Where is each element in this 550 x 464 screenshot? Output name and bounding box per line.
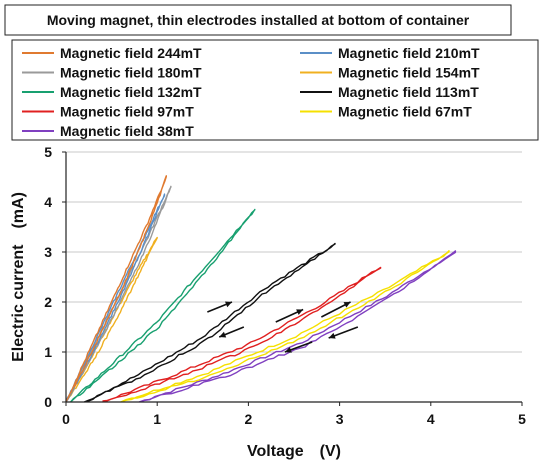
arrow-group — [207, 301, 359, 353]
direction-arrow-head — [284, 346, 292, 353]
legend-box — [11, 39, 539, 141]
y-tick-label: 4 — [44, 194, 52, 210]
x-tick-label: 4 — [427, 411, 435, 427]
direction-arrow-head — [219, 331, 227, 338]
legend-label: Magnetic field 113mT — [338, 84, 479, 100]
legend-label: Magnetic field 210mT — [338, 45, 480, 61]
series-line — [70, 208, 256, 403]
direction-arrow-head — [343, 302, 351, 308]
x-tick-label: 1 — [153, 411, 161, 427]
legend-item: Magnetic field 132mT — [22, 84, 202, 100]
plot-area — [66, 152, 522, 402]
series-line — [120, 250, 450, 403]
x-tick-label: 5 — [518, 411, 526, 427]
series-line — [65, 175, 167, 403]
series-line — [138, 250, 457, 403]
series-line — [65, 193, 166, 403]
x-axis-label: Voltage (V) — [247, 443, 341, 460]
series-line — [102, 266, 382, 403]
legend-label: Magnetic field 67mT — [338, 104, 472, 120]
legend: Magnetic field 244mT Magnetic field 210mT… — [22, 45, 480, 139]
y-tick-label: 3 — [44, 244, 52, 260]
y-tick-label: 1 — [44, 344, 52, 360]
legend-item: Magnetic field 97mT — [22, 104, 194, 120]
y-axis-label: Electric current (mA) — [10, 192, 27, 362]
y-tick-label: 0 — [44, 394, 52, 410]
series-line — [83, 242, 336, 403]
x-tick-label: 0 — [62, 411, 70, 427]
y-tick-label: 5 — [44, 144, 52, 160]
legend-label: Magnetic field 38mT — [60, 123, 194, 139]
legend-item: Magnetic field 244mT — [22, 45, 202, 61]
legend-label: Magnetic field 244mT — [60, 45, 202, 61]
direction-arrow-head — [224, 301, 232, 308]
x-tick-label: 2 — [245, 411, 253, 427]
series-group — [65, 175, 457, 403]
legend-label: Magnetic field 180mT — [60, 65, 202, 81]
legend-item: Magnetic field 180mT — [22, 65, 202, 81]
legend-item: Magnetic field 154mT — [300, 65, 480, 81]
direction-arrow-head — [296, 309, 304, 315]
legend-label: Magnetic field 97mT — [60, 104, 194, 120]
chart-title: Moving magnet, thin electrodes installed… — [47, 12, 470, 28]
direction-arrow-head — [328, 332, 336, 339]
title-box — [4, 4, 512, 36]
legend-label: Magnetic field 132mT — [60, 84, 202, 100]
legend-item: Magnetic field 38mT — [22, 123, 194, 139]
x-tick-label: 3 — [336, 411, 344, 427]
series-line — [65, 236, 158, 403]
legend-label: Magnetic field 154mT — [338, 65, 480, 81]
axes — [62, 151, 523, 406]
legend-item: Magnetic field 113mT — [300, 84, 479, 100]
legend-item: Magnetic field 210mT — [300, 45, 480, 61]
legend-item: Magnetic field 67mT — [300, 104, 472, 120]
y-tick-label: 2 — [44, 294, 52, 310]
tick-labels: 0 1 2 3 4 5 0 1 2 3 4 5 — [44, 144, 526, 427]
grid — [66, 151, 522, 353]
